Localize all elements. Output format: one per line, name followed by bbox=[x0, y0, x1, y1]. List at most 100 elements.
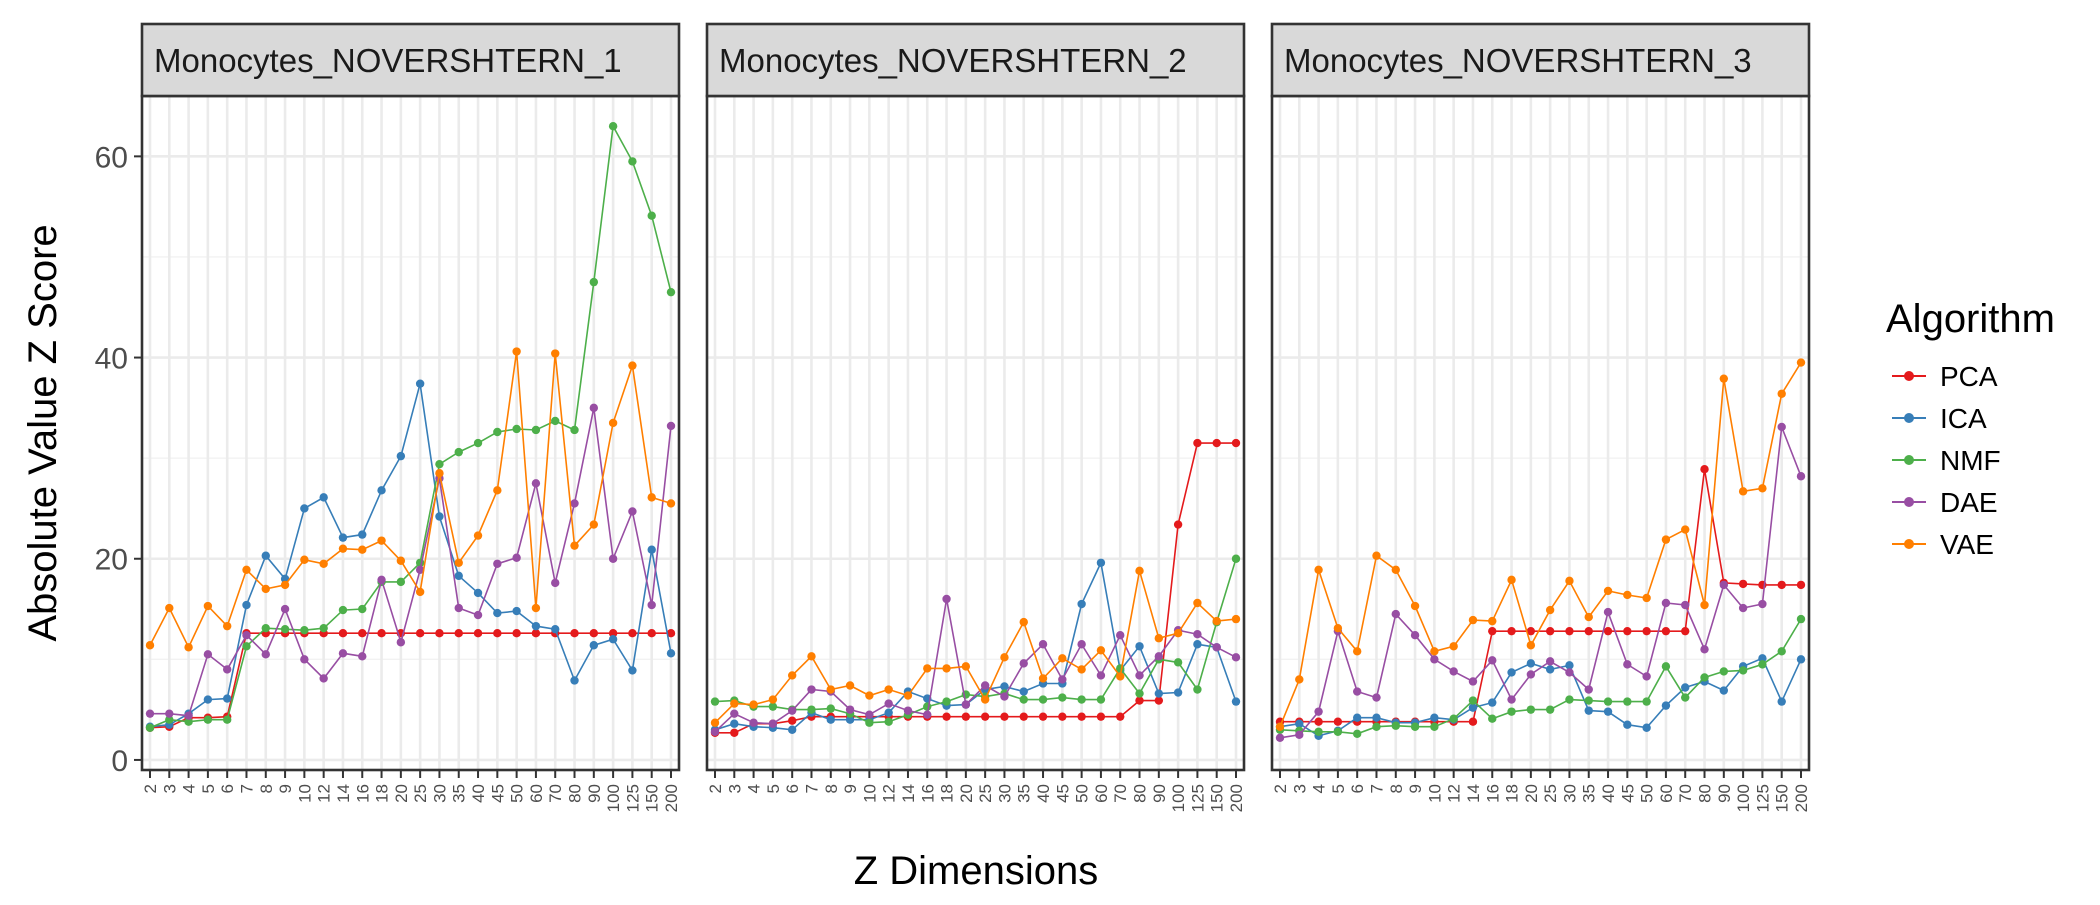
data-point-dae bbox=[1584, 685, 1593, 694]
data-point-pca bbox=[787, 716, 797, 725]
data-point-vae bbox=[203, 601, 213, 611]
data-point-dae bbox=[1719, 580, 1729, 590]
data-point-vae bbox=[826, 685, 835, 694]
x-tick-label: 80 bbox=[566, 784, 585, 803]
data-point-ica bbox=[222, 694, 232, 703]
data-point-nmf bbox=[319, 623, 328, 633]
x-tick-label: 2 bbox=[1271, 784, 1290, 793]
data-point-dae bbox=[1603, 607, 1613, 617]
data-point-nmf bbox=[826, 704, 835, 713]
data-point-vae bbox=[807, 652, 816, 661]
x-tick-label: 125 bbox=[1753, 784, 1772, 812]
data-point-vae bbox=[1700, 600, 1709, 610]
data-point-ica bbox=[1661, 701, 1671, 710]
x-tick-label: 9 bbox=[841, 784, 860, 793]
data-point-ica bbox=[845, 715, 855, 724]
x-tick-label: 50 bbox=[1073, 784, 1092, 803]
data-point-dae bbox=[1565, 668, 1574, 677]
data-point-pca bbox=[338, 628, 348, 638]
x-tick-label: 200 bbox=[1227, 784, 1246, 812]
legend-title: Algorithm bbox=[1886, 297, 2055, 341]
data-point-dae bbox=[1116, 631, 1125, 640]
data-point-dae bbox=[551, 578, 560, 588]
data-point-ica bbox=[1603, 707, 1613, 716]
data-point-dae bbox=[1372, 693, 1381, 702]
data-point-nmf bbox=[261, 623, 270, 633]
data-point-ica bbox=[1077, 599, 1086, 609]
data-point-dae bbox=[1545, 657, 1555, 666]
data-point-dae bbox=[300, 655, 309, 664]
data-point-pca bbox=[1584, 626, 1593, 636]
data-point-nmf bbox=[338, 605, 348, 615]
data-point-pca bbox=[980, 712, 990, 721]
data-point-vae bbox=[551, 349, 560, 358]
data-point-ica bbox=[1372, 713, 1381, 722]
data-point-dae bbox=[1000, 692, 1009, 701]
data-point-vae bbox=[415, 587, 425, 597]
data-point-nmf bbox=[1719, 667, 1729, 676]
legend: Algorithm PCA ICA NMF DAE VAE bbox=[1886, 297, 2055, 560]
data-point-nmf bbox=[1545, 705, 1555, 714]
x-tick-label: 60 bbox=[1657, 784, 1676, 803]
data-point-vae bbox=[1526, 641, 1536, 650]
data-point-dae bbox=[454, 603, 463, 613]
x-tick-label: 5 bbox=[764, 784, 783, 793]
data-point-dae bbox=[1468, 677, 1478, 686]
data-point-vae bbox=[1777, 389, 1786, 398]
data-point-nmf bbox=[1333, 727, 1343, 736]
data-point-pca bbox=[666, 628, 676, 638]
x-tick-label: 30 bbox=[1560, 784, 1579, 803]
data-point-dae bbox=[165, 709, 174, 718]
data-point-vae bbox=[1738, 487, 1748, 496]
data-point-vae bbox=[165, 603, 174, 613]
data-point-dae bbox=[473, 610, 483, 620]
x-tick-label: 9 bbox=[1406, 784, 1425, 793]
data-point-vae bbox=[512, 347, 521, 356]
panel-background bbox=[1272, 96, 1809, 770]
data-point-vae bbox=[319, 559, 328, 568]
data-point-vae bbox=[1449, 642, 1458, 651]
data-point-pca bbox=[1488, 626, 1497, 636]
x-tick-label: 10 bbox=[1425, 784, 1444, 803]
data-point-vae bbox=[923, 664, 932, 673]
data-point-nmf bbox=[242, 642, 251, 651]
data-point-nmf bbox=[942, 697, 951, 706]
data-point-dae bbox=[749, 718, 758, 727]
data-point-vae bbox=[1333, 623, 1343, 633]
data-point-dae bbox=[358, 652, 367, 661]
data-point-ica bbox=[1173, 688, 1183, 697]
x-tick-label: 12 bbox=[315, 784, 334, 803]
data-point-vae bbox=[1681, 525, 1690, 534]
y-tick-label: 0 bbox=[111, 745, 128, 778]
data-point-pca bbox=[1623, 626, 1632, 636]
data-point-ica bbox=[1231, 697, 1241, 706]
data-point-dae bbox=[1135, 671, 1144, 680]
data-point-vae bbox=[787, 671, 797, 680]
data-point-dae bbox=[1449, 667, 1458, 676]
data-point-nmf bbox=[1135, 689, 1144, 698]
data-point-ica bbox=[589, 641, 599, 650]
data-point-dae bbox=[1410, 631, 1420, 640]
data-point-ica bbox=[1019, 687, 1028, 696]
x-tick-label: 35 bbox=[450, 784, 469, 803]
data-point-pca bbox=[628, 628, 637, 638]
data-point-pca bbox=[570, 628, 579, 638]
data-point-nmf bbox=[1758, 660, 1767, 669]
data-point-vae bbox=[1000, 653, 1009, 662]
data-point-ica bbox=[608, 635, 618, 644]
data-point-vae bbox=[261, 584, 270, 594]
facet-panel-1: Monocytes_NOVERSHTERN_12 3 4 5 6 7 8 9 10 12 14 16 1… bbox=[140, 22, 681, 812]
x-tick-label: 12 bbox=[880, 784, 899, 803]
data-point-dae bbox=[261, 650, 270, 659]
data-point-dae bbox=[589, 403, 599, 413]
data-point-ica bbox=[1352, 713, 1362, 722]
data-point-dae bbox=[222, 665, 232, 674]
data-point-nmf bbox=[1777, 647, 1786, 656]
x-tick-label: 45 bbox=[1053, 784, 1072, 803]
data-point-dae bbox=[1193, 629, 1202, 639]
data-point-pca bbox=[531, 628, 541, 638]
legend-label-pca: PCA bbox=[1940, 361, 1998, 392]
data-point-dae bbox=[1077, 640, 1086, 649]
data-point-pca bbox=[1507, 626, 1516, 636]
x-tick-label: 7 bbox=[802, 784, 821, 793]
